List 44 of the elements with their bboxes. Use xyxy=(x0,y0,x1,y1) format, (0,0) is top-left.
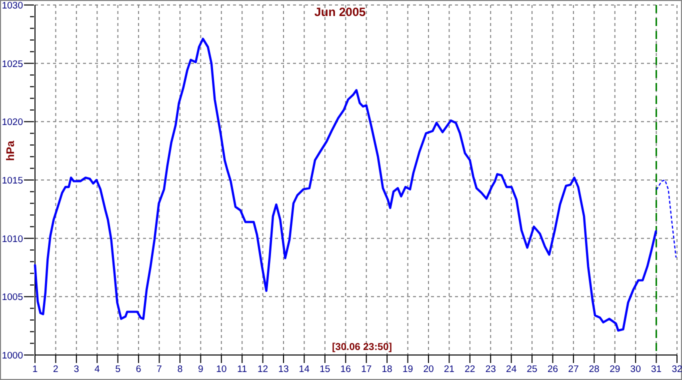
x-tick-label: 20 xyxy=(423,364,434,375)
x-tick-label: 26 xyxy=(547,364,558,375)
line-series xyxy=(656,179,677,258)
x-tick-label: 25 xyxy=(526,364,538,375)
x-tick-label: 1 xyxy=(32,364,38,375)
x-tick-label: 9 xyxy=(198,364,204,375)
y-tick-label: 1000 xyxy=(2,350,23,362)
x-tick-label: 12 xyxy=(258,364,268,375)
x-tick-label: 16 xyxy=(340,364,351,375)
x-tick-label: 28 xyxy=(588,364,600,375)
x-tick-label: 19 xyxy=(402,364,414,375)
x-tick-label: 4 xyxy=(94,364,100,375)
y-tick-label: 1015 xyxy=(2,176,23,186)
x-tick-label: 32 xyxy=(672,364,682,375)
x-tick-label: 13 xyxy=(278,364,289,375)
x-tick-label: 22 xyxy=(464,364,476,375)
x-tick-label: 11 xyxy=(237,364,248,375)
y-tick-label: 1010 xyxy=(2,234,23,245)
x-tick-label: 10 xyxy=(216,364,227,375)
x-tick-label: 24 xyxy=(506,364,517,375)
annotation: [30.06 23:50] xyxy=(332,342,392,353)
x-tick-label: 27 xyxy=(568,364,579,375)
y-tick-label: 1020 xyxy=(2,117,23,128)
x-tick-label: 8 xyxy=(177,364,183,375)
x-tick-label: 3 xyxy=(74,364,80,375)
x-tick-label: 30 xyxy=(630,364,641,375)
y-axis-title: hPa xyxy=(5,140,17,161)
x-tick-label: 21 xyxy=(444,364,454,375)
x-tick-label: 2 xyxy=(53,364,58,375)
y-tick-label: 1025 xyxy=(2,58,23,70)
x-tick-label: 15 xyxy=(320,364,330,375)
line-series xyxy=(34,38,657,332)
x-tick-label: 7 xyxy=(156,364,162,375)
y-tick-label: 1030 xyxy=(2,0,23,12)
x-tick-label: 31 xyxy=(651,364,662,375)
x-tick-label: 5 xyxy=(115,364,120,375)
x-tick-label: 6 xyxy=(136,364,142,375)
chart-title: Jun 2005 xyxy=(314,5,366,19)
x-tick-label: 23 xyxy=(485,364,496,375)
x-tick-label: 18 xyxy=(382,364,392,375)
x-tick-label: 17 xyxy=(361,364,372,375)
y-tick-label: 1005 xyxy=(2,292,23,304)
x-tick-label: 14 xyxy=(298,364,310,375)
x-tick-label: 29 xyxy=(610,364,620,375)
